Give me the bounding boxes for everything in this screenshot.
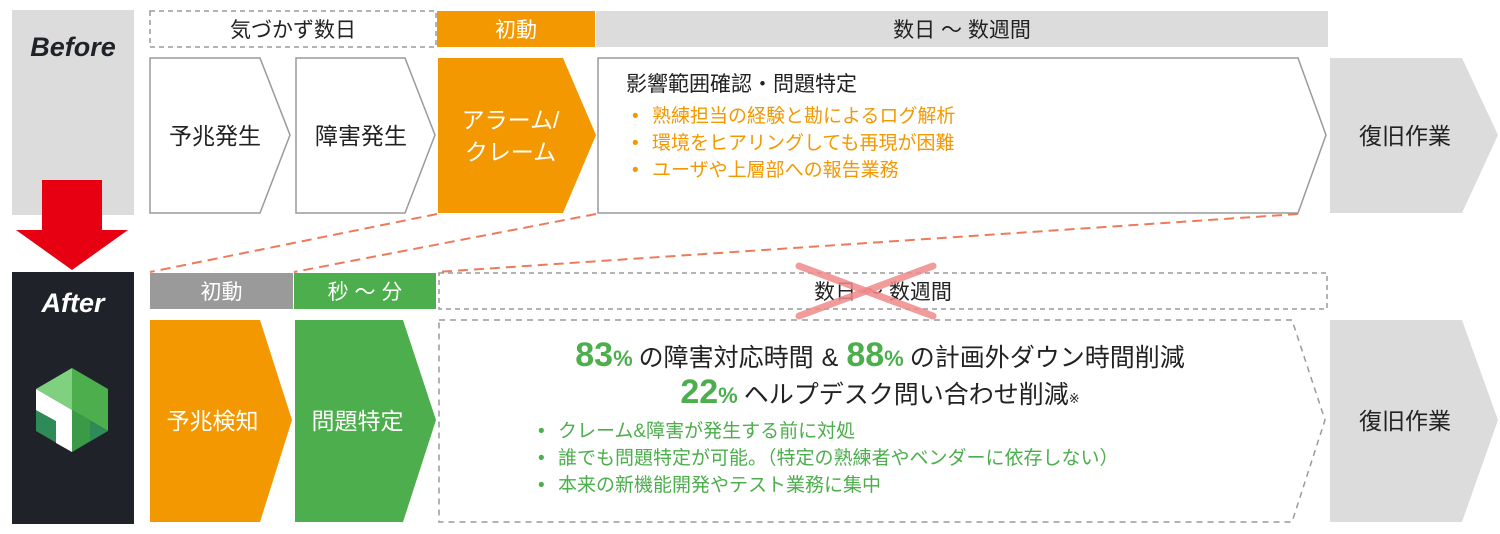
connector-line-2 <box>293 213 597 273</box>
step-recovery-after: 復旧作業 <box>1359 408 1451 434</box>
band-unnoticed: 気づかず数日 <box>230 19 356 42</box>
band-initial-fill <box>437 11 595 47</box>
down-arrow-icon <box>16 180 128 270</box>
step-recovery-after-shape <box>1330 320 1498 522</box>
step-sign-shape <box>149 57 291 214</box>
after-band-initial-fill <box>150 273 293 309</box>
step-failure: 障害発生 <box>315 122 407 149</box>
step-identify-shape <box>295 320 436 522</box>
stat3-text: ヘルプデスク問い合わせ削減 <box>743 381 1069 409</box>
investigation-bullets: 熟練担当の経験と勘によるログ解析 環境をヒアリングしても再現が困難 ユーザや上層… <box>626 103 1306 184</box>
band-unnoticed-frame <box>149 10 437 48</box>
step-identify: 問題特定 <box>311 408 404 434</box>
after-band-old-frame <box>438 272 1328 310</box>
step-recovery-before: 復旧作業 <box>1359 122 1451 149</box>
investigation-block: 影響範囲確認・問題特定 熟練担当の経験と勘によるログ解析 環境をヒアリングしても… <box>626 70 1306 184</box>
after-band-duration: 秒 〜 分 <box>327 281 403 304</box>
investigation-title: 影響範囲確認・問題特定 <box>626 73 857 96</box>
stat2-number: 88 <box>846 336 885 374</box>
results-bullet-3: 本来の新機能開発やテスト業務に集中 <box>532 472 1310 499</box>
after-label: After <box>12 272 134 524</box>
stat-ampersand: & <box>821 344 839 372</box>
after-band-duration-fill <box>294 273 436 309</box>
after-band-initial: 初動 <box>200 281 243 304</box>
stat3-note-mark: ※ <box>1068 391 1080 406</box>
step-alarm: アラーム/ クレーム <box>461 106 560 165</box>
results-block: 83 % の障害対応時間 & 88 % の計画外ダウン時間削減 22 % ヘルプ… <box>450 336 1310 499</box>
results-bullets: クレーム&障害が発生する前に対処 誰でも問題特定が可能。（特定の熟練者やベンダー… <box>532 418 1310 499</box>
investigation-bullet-1: 熟練担当の経験と勘によるログ解析 <box>626 103 1306 130</box>
stat2-unit: % <box>884 346 904 371</box>
stat2-text: の計画外ダウン時間削減 <box>909 344 1185 372</box>
connector-line-1 <box>149 213 438 273</box>
cross-out-icon <box>795 262 937 320</box>
stat3-number: 22 <box>680 373 719 411</box>
stat1-number: 83 <box>575 336 614 374</box>
results-bullet-2: 誰でも問題特定が可能。（特定の熟練者やベンダーに依存しない） <box>532 445 1310 472</box>
step-detect: 予兆検知 <box>166 408 259 434</box>
results-stat-line-1: 83 % の障害対応時間 & 88 % の計画外ダウン時間削減 <box>450 336 1310 375</box>
stat3-unit: % <box>718 383 738 408</box>
step-failure-shape <box>295 57 436 214</box>
band-duration-fill <box>596 11 1328 47</box>
cube-logo-icon <box>36 368 108 452</box>
step-alarm-shape <box>438 58 596 213</box>
step-recovery-before-shape <box>1330 58 1498 213</box>
results-stat-line-2: 22 % ヘルプデスク問い合わせ削減 ※ <box>450 373 1310 412</box>
band-duration: 数日 〜 数週間 <box>893 19 1031 42</box>
step-sign: 予兆発生 <box>169 122 261 149</box>
band-initial: 初動 <box>495 19 537 42</box>
step-detect-shape <box>150 320 292 522</box>
investigation-bullet-3: ユーザや上層部への報告業務 <box>626 157 1306 184</box>
investigation-bullet-2: 環境をヒアリングしても再現が困難 <box>626 130 1306 157</box>
stat1-unit: % <box>613 346 633 371</box>
stat1-text: の障害対応時間 <box>638 344 814 372</box>
results-bullet-1: クレーム&障害が発生する前に対処 <box>532 418 1310 445</box>
